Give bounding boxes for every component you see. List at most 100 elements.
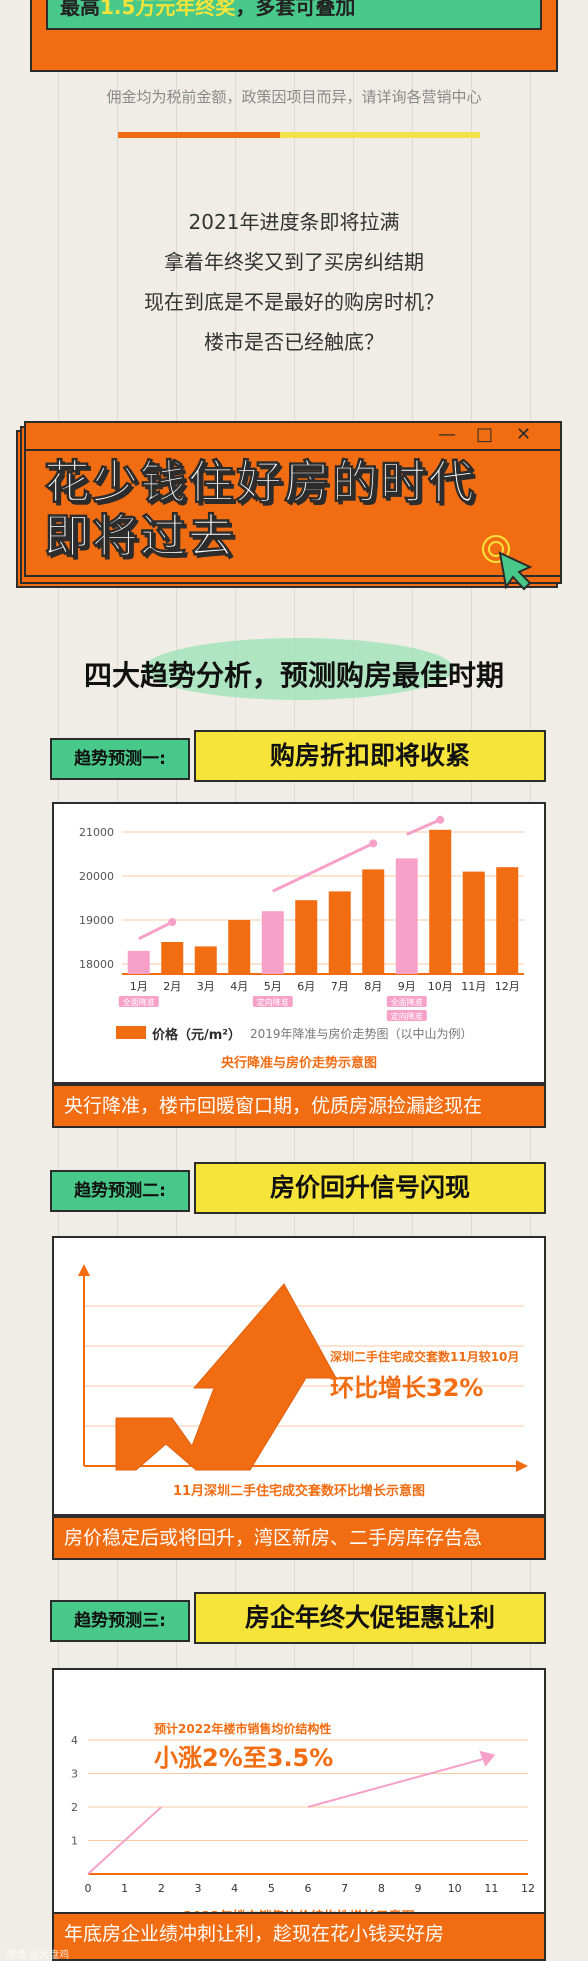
x-tick-label: 10 — [448, 1882, 462, 1895]
divider-orange — [118, 132, 280, 138]
bar-2月 — [161, 942, 184, 974]
x-tick-label: 5月 — [264, 980, 282, 993]
chart-2-note-line: 深圳二手住宅成交套数11月较10月 — [330, 1350, 520, 1364]
trend-3-caption: 年底房企业绩冲刺让利，趁现在花小钱买好房 — [52, 1912, 546, 1961]
annotation-badge — [118, 996, 159, 1007]
trend-arrow-head — [436, 815, 445, 824]
x-tick-label: 11 — [484, 1882, 498, 1895]
x-tick-label: 9 — [415, 1882, 422, 1895]
title-highlight — [144, 638, 454, 700]
x-tick-label: 0 — [85, 1882, 92, 1895]
y-tick-label: 20000 — [79, 870, 114, 883]
trend-2-title: 房价回升信号闪现 — [194, 1162, 546, 1214]
x-tick-label: 1 — [121, 1882, 128, 1895]
y-tick-label: 1 — [71, 1835, 78, 1848]
trend-1-bar-chart: 18000 19000 20000 21000 1月 2月 3月 4月 5月 6月 7月 8月 9月 10… — [79, 815, 524, 1021]
intro-line-4: 楼市是否已经触底？ — [204, 330, 384, 354]
legend-note: 2019年降准与房价走势图（以中山为例） — [250, 1027, 473, 1041]
trend-arrow-head — [168, 918, 177, 926]
x-tick-label: 1月 — [130, 980, 148, 993]
intro-line-3: 现在到底是不是最好的购房时机？ — [144, 290, 444, 314]
intro-line-1: 2021年进度条即将拉满 — [188, 210, 400, 234]
annotation-label: 全面降准 — [123, 997, 155, 1007]
y-tick-label: 18000 — [79, 958, 114, 971]
x-tick-label: 11月 — [461, 980, 486, 993]
bar-3月 — [194, 946, 217, 974]
trend-2-tag: 趋势预测二: — [50, 1170, 190, 1212]
trend-1-tag: 趋势预测一: — [50, 738, 190, 780]
bar-4月 — [228, 920, 251, 974]
x-tick-label: 3 — [195, 1882, 202, 1895]
section-title: 四大趋势分析，预测购房最佳时期 — [83, 659, 504, 692]
legend-label: 价格（元/m²） — [152, 1028, 241, 1043]
trend-2-caption: 房价稳定后或将回升，湾区新房、二手房库存告急 — [52, 1516, 546, 1560]
headline-window: — □ ✕ 花少钱住好房的时代 即将过去 — [24, 421, 562, 591]
annotation-label: 定向降准 — [391, 1011, 423, 1021]
bar-5月 — [261, 911, 284, 974]
trend-arrow-head — [479, 1750, 496, 1767]
chart-3-note-big: 小涨2%至3.5% — [154, 1744, 334, 1772]
close-icon: ✕ — [516, 424, 532, 445]
x-tick-label: 4月 — [230, 980, 248, 993]
trend-arrow — [272, 842, 374, 893]
annotation-label: 全面降准 — [391, 997, 423, 1007]
bar-9月 — [395, 858, 418, 974]
annotation-label: 定向降准 — [257, 997, 289, 1007]
top-banner: 最高1.5万元年终奖，多套可叠加 — [30, 0, 558, 72]
trend-2-arrow-chart — [78, 1264, 528, 1472]
trend-2-chart-card: 深圳二手住宅成交套数11月较10月 环比增长32% 11月深圳二手住宅成交套数环… — [52, 1236, 546, 1516]
bar-12月 — [496, 867, 519, 974]
intro-line-2: 拿着年终奖又到了买房纠结期 — [164, 250, 424, 274]
y-tick-label: 19000 — [79, 914, 114, 927]
top-banner-text: 最高1.5万元年终奖，多套可叠加 — [46, 0, 542, 30]
chart-2-note-big: 环比增长32% — [330, 1374, 484, 1402]
bar-6月 — [295, 900, 318, 974]
maximize-icon: □ — [476, 424, 494, 445]
trend-1-chart-card: 18000 19000 20000 21000 1月 2月 3月 4月 5月 6月 7月 8月 9月 10… — [52, 802, 546, 1084]
trend-1-caption: 央行降准，楼市回暖窗口期，优质房源捡漏趁现在 — [52, 1084, 546, 1128]
top-banner-highlight: 1.5万元年终奖 — [100, 0, 236, 19]
trend-arrow — [138, 920, 173, 941]
x-tick-label: 6 — [305, 1882, 312, 1895]
annotation-badge — [386, 996, 427, 1007]
trend-3-title: 房企年终大促钜惠让利 — [194, 1592, 546, 1644]
watermark: 微博 @大盘鸡 — [6, 1950, 70, 1961]
x-tick-label: 6月 — [297, 980, 315, 993]
bar-10月 — [429, 829, 452, 974]
x-tick-label: 9月 — [398, 980, 416, 993]
x-tick-label: 8 — [378, 1882, 385, 1895]
x-tick-label: 7月 — [331, 980, 349, 993]
x-tick-label: 12月 — [495, 980, 520, 993]
bar-8月 — [362, 869, 385, 974]
disclaimer: 佣金均为税前金额，政策因项目而异，请详询各营销中心 — [106, 88, 482, 106]
top-banner-suffix: ，多套可叠加 — [235, 0, 356, 19]
x-tick-label: 3月 — [197, 980, 215, 993]
chart-1-subtitle: 央行降准与房价走势示意图 — [220, 1056, 377, 1071]
trend-arrow — [406, 818, 441, 836]
annotation-badge — [386, 1010, 427, 1021]
x-tick-label: 4 — [231, 1882, 238, 1895]
bar-11月 — [462, 871, 485, 974]
top-banner-prefix: 最高 — [60, 0, 100, 19]
trend-arrow-head — [369, 839, 378, 848]
y-tick-label: 21000 — [79, 826, 114, 839]
headline-line-1: 花少钱住好房的时代 — [44, 455, 476, 510]
window-titlebar: — □ ✕ — [26, 423, 560, 451]
headline-line-2: 即将过去 — [44, 509, 236, 564]
minimize-icon: — — [438, 424, 456, 445]
x-tick-label: 7 — [341, 1882, 348, 1895]
y-tick-label: 2 — [71, 1801, 78, 1814]
x-tick-label: 12 — [521, 1882, 535, 1895]
x-tick-label: 2 — [158, 1882, 165, 1895]
x-tick-label: 10月 — [428, 980, 453, 993]
x-tick-label: 8月 — [364, 980, 382, 993]
legend-swatch — [116, 1026, 146, 1039]
trend-line-segment — [307, 1755, 492, 1808]
trend-line-segment — [87, 1806, 163, 1875]
y-tick-label: 3 — [71, 1768, 78, 1781]
y-tick-label: 4 — [71, 1734, 78, 1747]
headline-title: 花少钱住好房的时代 即将过去 — [44, 455, 476, 564]
chart-2-subtitle: 11月深圳二手住宅成交套数环比增长示意图 — [172, 1484, 426, 1499]
trend-3-chart-card: 1 2 3 4 0 1 2 3 4 5 6 7 8 9 10 11 12 预计2022年楼市销售均价结构性 小涨… — [52, 1668, 546, 1956]
x-tick-label: 5 — [268, 1882, 275, 1895]
